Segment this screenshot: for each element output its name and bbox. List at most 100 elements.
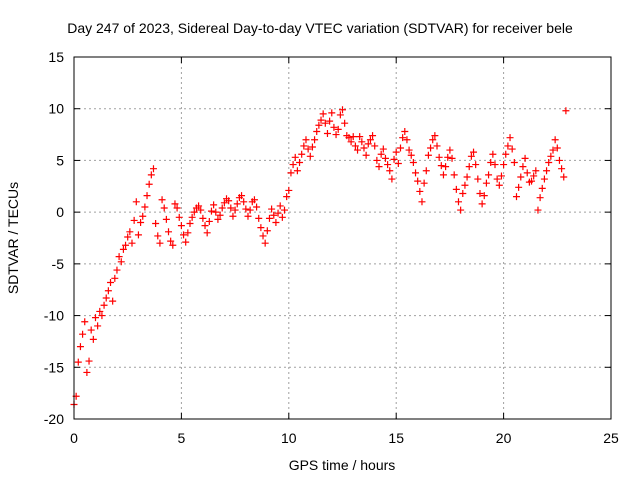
data-point — [332, 131, 340, 139]
y-tick-labels: -20 -15 -10 -5 0 5 10 15 — [44, 49, 64, 427]
data-point — [521, 154, 529, 162]
data-point — [485, 171, 493, 179]
data-point — [480, 192, 488, 200]
data-point — [328, 109, 336, 117]
data-point — [364, 140, 372, 148]
data-point — [246, 206, 254, 214]
data-point — [409, 158, 417, 166]
data-point — [515, 183, 523, 191]
data-point — [257, 224, 265, 232]
data-point — [377, 150, 385, 158]
data-point — [124, 233, 132, 241]
data-point — [313, 127, 321, 135]
data-point — [242, 205, 250, 213]
data-point — [388, 175, 396, 183]
data-point — [538, 184, 546, 192]
data-point — [549, 146, 557, 154]
x-tick-label: 15 — [388, 430, 404, 446]
data-point — [261, 239, 269, 247]
data-point — [285, 186, 293, 194]
data-point — [497, 172, 505, 180]
data-point — [412, 169, 420, 177]
data-point — [446, 146, 454, 154]
data-point — [321, 119, 329, 127]
data-point — [351, 142, 359, 150]
data-point — [177, 222, 185, 230]
data-point — [420, 179, 428, 187]
data-point — [558, 165, 566, 173]
data-point — [293, 167, 301, 175]
data-point — [263, 227, 271, 235]
data-point — [418, 198, 426, 206]
data-point — [130, 216, 138, 224]
data-point — [534, 206, 542, 214]
data-point — [319, 110, 327, 118]
y-tick-label: 10 — [48, 101, 64, 117]
data-point — [495, 181, 503, 189]
data-point — [134, 231, 142, 239]
data-point — [296, 158, 304, 166]
data-point — [147, 171, 155, 179]
data-point — [366, 136, 374, 144]
data-point — [545, 158, 553, 166]
data-point — [100, 301, 108, 309]
data-point — [160, 204, 168, 212]
data-point — [390, 155, 398, 163]
data-point — [437, 162, 445, 170]
data-point — [489, 150, 497, 158]
data-point — [463, 173, 471, 181]
data-point — [414, 177, 422, 185]
data-point — [472, 161, 480, 169]
data-point — [253, 203, 261, 211]
grid-lines — [74, 57, 611, 419]
data-point — [315, 121, 323, 129]
data-point — [341, 119, 349, 127]
data-point — [302, 136, 310, 144]
data-point — [162, 215, 170, 223]
y-tick-label: -5 — [52, 256, 65, 272]
data-point — [457, 206, 465, 214]
data-point — [270, 211, 278, 219]
data-point — [102, 294, 110, 302]
y-tick-label: -20 — [44, 411, 64, 427]
data-point — [149, 165, 157, 173]
data-point — [158, 196, 166, 204]
data-point — [439, 171, 447, 179]
data-point — [523, 169, 531, 177]
data-point — [190, 208, 198, 216]
data-point — [323, 130, 331, 138]
data-point — [278, 213, 286, 221]
data-point — [553, 144, 561, 152]
data-point — [392, 148, 400, 156]
y-tick-label: 0 — [56, 204, 64, 220]
data-point — [126, 228, 134, 236]
data-point — [289, 161, 297, 169]
data-point — [401, 127, 409, 135]
data-point — [416, 187, 424, 195]
data-point — [429, 136, 437, 144]
x-tick-label: 20 — [496, 430, 512, 446]
data-point — [122, 241, 130, 249]
data-point — [154, 232, 162, 240]
data-point — [199, 214, 207, 222]
data-point — [171, 200, 179, 208]
data-point — [461, 181, 469, 189]
data-point — [175, 213, 183, 221]
data-point — [141, 203, 149, 211]
y-tick-label: -15 — [44, 359, 64, 375]
data-point — [379, 145, 387, 153]
data-point — [345, 134, 353, 142]
data-point — [347, 138, 355, 146]
data-point — [83, 368, 91, 376]
data-point — [207, 207, 215, 215]
data-point — [427, 144, 435, 152]
data-point — [139, 212, 147, 220]
data-point — [304, 145, 312, 153]
data-point — [306, 152, 314, 160]
data-point — [435, 153, 443, 161]
data-point — [450, 171, 458, 179]
data-point — [238, 192, 246, 200]
data-point — [506, 134, 514, 142]
data-point — [491, 161, 499, 169]
